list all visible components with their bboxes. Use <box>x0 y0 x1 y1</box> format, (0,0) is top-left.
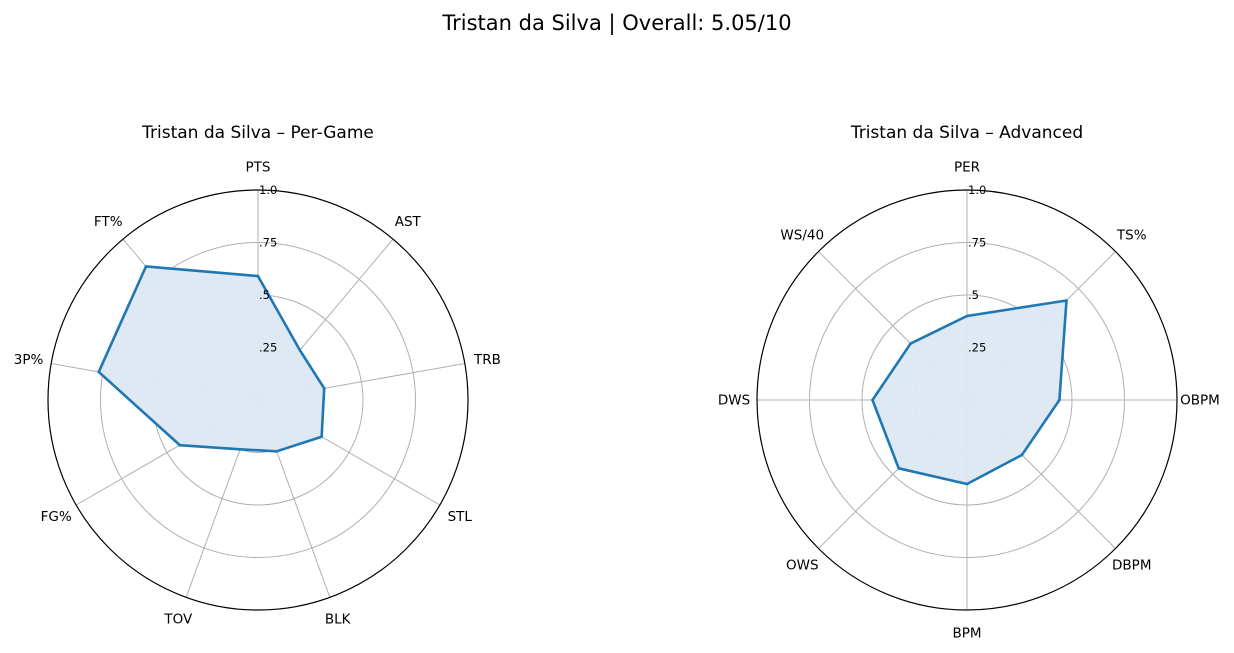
axis-label-ft-pct: FT% <box>94 214 123 230</box>
data-point-per <box>965 314 969 318</box>
advanced-radar-chart: Tristan da Silva – Advanced .25 .5 .75 1.0 PE… <box>718 123 1220 642</box>
data-point-tov <box>238 448 242 451</box>
axis-label-trb: TRB <box>473 352 501 368</box>
axis-label-ows: OWS <box>786 557 819 573</box>
figure-title: Tristan da Silva | Overall: 5.05/10 <box>441 11 791 36</box>
data-point-ws-40 <box>909 342 912 345</box>
axis-label-dws: DWS <box>718 393 750 409</box>
series-area <box>872 300 1067 484</box>
axis-label-ast: AST <box>395 214 422 230</box>
axis-label-ws-40: WS/40 <box>780 228 824 244</box>
radial-tick-label: .75 <box>968 236 986 250</box>
axis-label-tov: TOV <box>163 611 193 627</box>
data-point-pts <box>256 274 260 278</box>
data-point-blk <box>275 450 278 453</box>
radial-tick-label: .5 <box>259 288 270 302</box>
axis-label-bpm: BPM <box>952 626 981 642</box>
axis-label-obpm: OBPM <box>1180 393 1220 409</box>
axis-label-3p-pct: 3P% <box>14 352 44 368</box>
polar-frame <box>756 189 1178 611</box>
data-point-trb <box>322 387 326 390</box>
axis-label-blk: BLK <box>325 611 352 627</box>
data-point-dws <box>871 398 874 402</box>
data-point-ows <box>897 467 900 470</box>
axis-label-per: PER <box>954 160 980 176</box>
data-point-obpm <box>1058 398 1061 402</box>
chart-title: Tristan da Silva – Advanced <box>850 123 1083 143</box>
data-point-dbpm <box>1020 453 1024 457</box>
axis-label-ts-pct: TS% <box>1116 228 1147 244</box>
data-point-ts-pct <box>1065 299 1068 302</box>
radial-tick-label: .5 <box>968 288 979 302</box>
series-line <box>97 265 326 453</box>
data-point-ft-pct <box>144 265 148 268</box>
data-point-bpm <box>965 482 969 486</box>
axis-label-dbpm: DBPM <box>1112 557 1151 573</box>
axis-label-pts: PTS <box>246 160 271 176</box>
data-point-fg-pct <box>178 443 182 447</box>
radial-tick-label: .25 <box>968 341 986 355</box>
radial-tick-label: 1.0 <box>259 183 277 197</box>
per-game-radar-chart: Tristan da Silva – Per-Game .25 .5 .75 1.0 PT… <box>14 123 501 627</box>
data-point-ast <box>298 348 302 352</box>
chart-title: Tristan da Silva – Per-Game <box>141 123 374 143</box>
data-point-3p-pct <box>97 370 101 374</box>
axis-label-stl: STL <box>448 509 473 525</box>
axis-label-fg-pct: FG% <box>41 509 72 525</box>
polar-frame <box>47 189 469 611</box>
radial-tick-label: 1.0 <box>968 183 986 197</box>
radial-tick-label: .25 <box>259 341 277 355</box>
data-point-stl <box>320 435 323 439</box>
series-area <box>98 266 325 452</box>
radial-tick-label: .75 <box>259 236 277 250</box>
